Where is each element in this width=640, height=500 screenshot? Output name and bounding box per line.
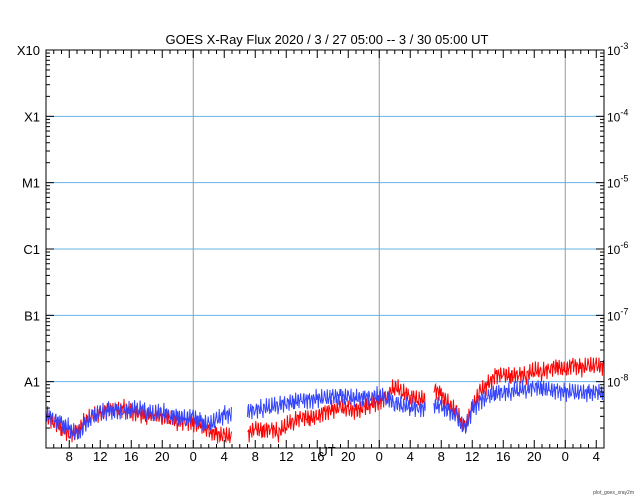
- flux-series-line: [45, 398, 232, 444]
- x-tick-label: 20: [341, 449, 355, 464]
- x-tick-label: 4: [407, 449, 414, 464]
- flux-series-line: [433, 378, 604, 433]
- x-tick-label: 8: [438, 449, 445, 464]
- x-axis-tick-labels: 8 12 16 20 0 4 8 12 16 20 0 4 8 12 16 20 0 4: [66, 449, 600, 464]
- right-axis-labels: 10-8 10-7 10-6 10-5 10-4 10-3: [607, 41, 628, 390]
- x-tick-label: 16: [310, 449, 324, 464]
- left-axis-label: M1: [22, 176, 40, 191]
- right-axis-label: 10-3: [607, 41, 628, 58]
- right-axis-label: 10-7: [607, 306, 628, 323]
- left-axis-label: A1: [24, 375, 40, 390]
- right-axis-label: 10-4: [607, 107, 628, 124]
- x-tick-label: 8: [252, 449, 259, 464]
- flux-series: [45, 357, 604, 444]
- x-tick-label: 0: [190, 449, 197, 464]
- x-tick-label: 4: [593, 449, 600, 464]
- left-axis-label: C1: [23, 242, 40, 257]
- right-axis-label: 10-6: [607, 240, 628, 257]
- left-axis-labels: A1 B1 C1 M1 X1 X10: [17, 43, 40, 390]
- x-tick-label: 20: [527, 449, 541, 464]
- x-tick-label: 16: [496, 449, 510, 464]
- x-tick-label: 0: [562, 449, 569, 464]
- flux-series-line: [247, 386, 426, 420]
- x-axis-label: UT: [318, 444, 335, 459]
- left-axis-label: B1: [24, 308, 40, 323]
- flux-series-line: [247, 379, 426, 443]
- right-axis-label: 10-5: [607, 174, 628, 191]
- x-tick-label: 16: [124, 449, 138, 464]
- axis-ticks: [45, 50, 605, 448]
- x-tick-label: 8: [66, 449, 73, 464]
- x-tick-label: 12: [465, 449, 479, 464]
- class-gridlines: [46, 115, 604, 383]
- left-axis-label: X10: [17, 43, 40, 58]
- right-axis-label: 10-8: [607, 373, 628, 390]
- x-tick-label: 12: [93, 449, 107, 464]
- x-tick-label: 12: [279, 449, 293, 464]
- x-tick-label: 0: [376, 449, 383, 464]
- day-boundary-lines: [192, 50, 566, 448]
- x-tick-label: 4: [221, 449, 228, 464]
- left-axis-label: X1: [24, 109, 40, 124]
- plot-footer: plot_goes_xray2m: [593, 490, 634, 496]
- x-tick-label: 20: [155, 449, 169, 464]
- chart-title: GOES X-Ray Flux 2020 / 3 / 27 05:00 -- 3…: [166, 32, 489, 47]
- flux-series-line: [45, 400, 232, 440]
